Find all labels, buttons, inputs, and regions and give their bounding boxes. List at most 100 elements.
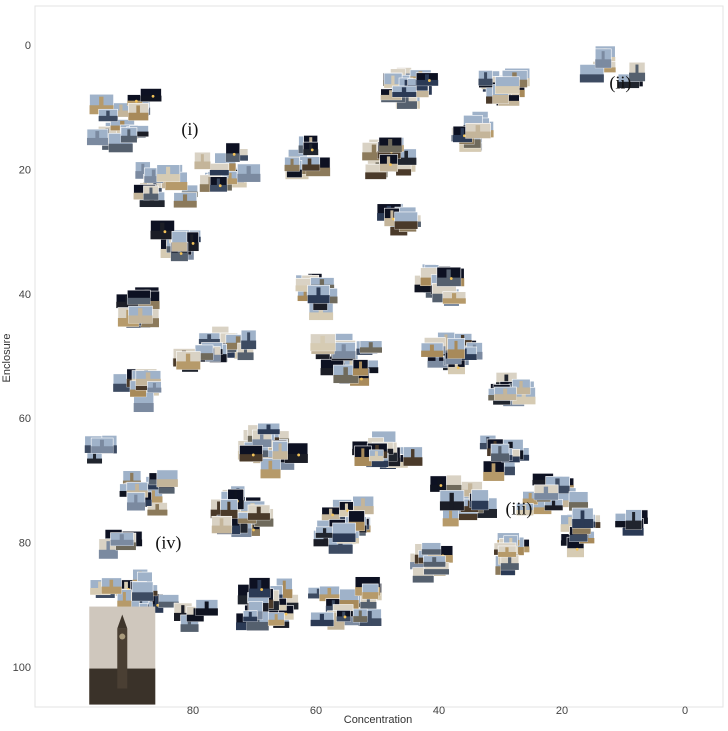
annotation-label: (i)	[181, 119, 198, 140]
y-tick-labels: 0 20 40 60 80 100	[13, 40, 31, 674]
photo-thumbnail	[156, 469, 179, 488]
photo-thumbnail	[336, 610, 351, 622]
photo-thumbnail	[579, 64, 605, 83]
photo-thumbnail	[140, 88, 162, 102]
y-tick-label: 20	[19, 164, 31, 176]
x-tick-labels: 80 60 40 20 0	[187, 705, 688, 717]
photo-thumbnail	[307, 284, 330, 304]
photo-thumbnail	[421, 542, 442, 555]
y-tick-label: 80	[19, 538, 31, 550]
photo-thumbnail	[332, 342, 356, 359]
photo-thumbnail	[315, 526, 335, 539]
photo-thumbnail	[260, 458, 281, 479]
photo-thumbnail	[116, 589, 132, 610]
reference-clock	[119, 633, 126, 640]
photo-thumbnail	[247, 504, 271, 521]
photo-thumbnail	[147, 381, 162, 393]
y-tick-label: 100	[13, 662, 31, 674]
photo-thumbnail	[394, 211, 418, 230]
y-tick-label: 0	[25, 40, 31, 52]
photo-thumbnail	[173, 192, 198, 208]
photo-thumbnail	[126, 492, 146, 511]
photo-thumbnail	[415, 72, 439, 87]
photo-thumbnail	[391, 85, 417, 98]
photo-thumbnail	[482, 460, 505, 482]
photo-thumbnail	[436, 266, 462, 287]
x-tick-label: 0	[682, 705, 688, 717]
x-tick-label: 40	[433, 705, 445, 717]
x-tick-label: 80	[187, 705, 199, 717]
photo-thumbnail	[98, 108, 118, 122]
photo-thumbnail	[237, 163, 261, 183]
photo-thumbnail	[429, 475, 449, 493]
photo-thumbnail	[423, 555, 446, 568]
photo-thumbnail	[267, 612, 285, 626]
photo-thumbnail	[465, 122, 491, 139]
annotation-layer: (i) (ii) (iii) (iv)	[155, 72, 631, 553]
photo-thumbnail	[420, 342, 444, 358]
photo-thumbnail	[126, 289, 151, 305]
photo-thumbnail	[248, 577, 271, 598]
photo-thumbnail	[284, 442, 309, 464]
photo-thumbnail	[131, 581, 154, 602]
photo-thumbnail	[86, 452, 103, 464]
photo-thumbnail	[239, 445, 263, 462]
photo-thumbnail	[195, 599, 219, 616]
photo-thumbnail	[194, 151, 211, 170]
photo-thumbnail	[403, 446, 423, 467]
photo-thumbnail	[352, 359, 369, 376]
photo-thumbnail	[90, 437, 114, 454]
photo-thumbnail	[439, 490, 465, 511]
photo-thumbnail	[516, 503, 534, 516]
x-tick-label: 20	[556, 705, 568, 717]
reference-tower	[117, 628, 128, 689]
photo-thumbnail	[128, 103, 149, 121]
y-tick-label: 60	[19, 413, 31, 425]
y-tick-label: 40	[19, 289, 31, 301]
photo-thumbnail	[295, 277, 311, 292]
reference-spire	[117, 614, 128, 629]
photo-thumbnail	[442, 291, 467, 304]
photo-thumbnail	[220, 499, 238, 519]
photo-thumbnail	[257, 422, 281, 435]
photo-thumbnail	[110, 532, 134, 546]
photo-thumbnail	[101, 577, 122, 595]
annotation-label: (iv)	[155, 533, 181, 554]
x-tick-label: 60	[310, 705, 322, 717]
photo-thumbnail	[369, 449, 384, 462]
photo-thumbnail	[511, 378, 531, 395]
photo-thumbnail	[471, 489, 489, 511]
photo-thumbnail	[128, 305, 153, 324]
photo-thumbnail	[359, 340, 383, 354]
annotation-label: (iii)	[505, 498, 532, 519]
photo-thumbnail	[272, 441, 288, 460]
photo-thumbnail	[175, 351, 201, 370]
photo-thumbnail	[299, 156, 321, 172]
photo-thumbnail	[354, 445, 372, 467]
photo-thumbnail	[143, 185, 159, 201]
photo-thumbnail	[497, 545, 517, 558]
photo-thumbnail	[378, 136, 403, 153]
photo-thumbnail	[120, 127, 138, 143]
photo-thumbnail	[333, 364, 359, 384]
photo-thumbnail	[490, 443, 510, 462]
photo-thumbnail	[533, 484, 559, 501]
photo-thumbnail	[211, 515, 233, 534]
photo-thumbnail	[310, 333, 336, 352]
photo-thumbnail	[500, 554, 520, 571]
photo-thumbnail	[150, 219, 175, 240]
photo-thumbnail	[628, 61, 646, 82]
photo-thumbnail	[225, 142, 241, 163]
photo-thumbnail	[310, 611, 334, 627]
photo-thumbnail	[568, 491, 589, 511]
photo-thumbnail	[352, 608, 368, 623]
photo-thumbnail	[156, 164, 181, 183]
photo-thumbnail	[442, 508, 459, 527]
x-axis-label: Concentration	[344, 714, 413, 726]
photo-thumbnail	[494, 76, 520, 95]
photo-thumbnail	[594, 48, 612, 69]
photo-thumbnail	[379, 154, 399, 172]
photo-thumbnail	[478, 70, 493, 86]
photo-thumbnail	[242, 610, 258, 622]
